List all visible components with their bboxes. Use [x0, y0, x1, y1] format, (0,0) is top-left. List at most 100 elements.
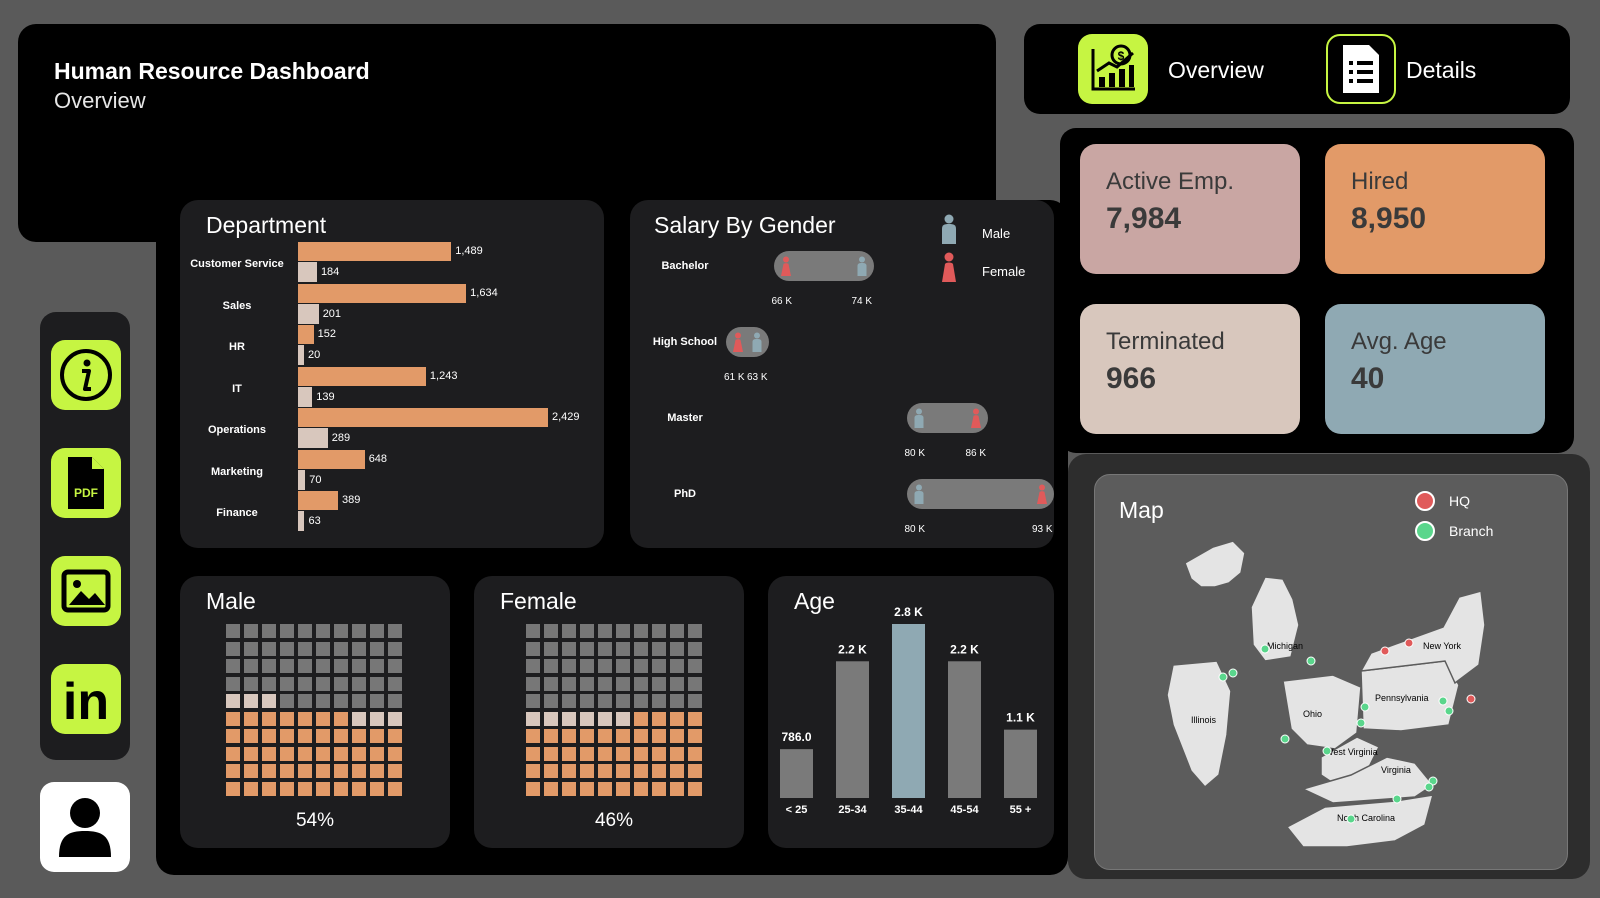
waffle-cell [688, 624, 702, 638]
branch-marker [1360, 702, 1370, 712]
page-subtitle: Overview [54, 88, 146, 113]
department-label: Sales [222, 299, 252, 312]
waffle-cell [298, 781, 312, 796]
waffle-cell [280, 729, 294, 743]
legend-male [940, 214, 958, 249]
terminated-value: 289 [331, 432, 351, 444]
kpi-hired: Hired 8,950 [1325, 144, 1545, 274]
waffle-cell [370, 746, 384, 761]
page-title: Human Resource Dashboard [54, 58, 370, 84]
waffle-cell [688, 746, 702, 761]
chart-dollar-icon[interactable]: $ [1078, 34, 1148, 104]
map-card: Map HQ Branch Michigan New York [1094, 474, 1568, 870]
terminated-value: 63 [308, 515, 321, 527]
waffle-cell [544, 764, 558, 778]
waffle-cell [652, 641, 666, 656]
terminated-bar [298, 303, 319, 324]
pdf-button[interactable]: PDF [51, 448, 121, 518]
waffle-cell [262, 676, 276, 691]
waffle-cell [334, 764, 348, 778]
waffle-cell [370, 694, 384, 708]
salary-high-value: 86 K [965, 448, 987, 459]
waffle-cell [280, 694, 294, 708]
waffle-cell [688, 659, 702, 673]
waffle-cell [352, 676, 366, 691]
salary-title: Salary By Gender [654, 212, 836, 238]
linkedin-button[interactable]: in [51, 664, 121, 734]
nav-details[interactable]: Details [1406, 57, 1477, 83]
department-card: Department Customer Service 1,489 184 Sales… [180, 200, 604, 548]
waffle-cell [670, 659, 684, 673]
waffle-cell [616, 694, 630, 708]
waffle-cell [616, 659, 630, 673]
waffle-cell [616, 624, 630, 638]
age-bar-label: 2.2 K [838, 642, 867, 656]
kpi-value: 8,950 [1351, 202, 1427, 235]
waffle-cell [634, 676, 648, 691]
male-person-icon [913, 408, 925, 433]
age-category-label: 35-44 [894, 804, 923, 816]
salary-low-value: 61 K [724, 372, 745, 383]
kpi-label: Avg. Age [1351, 328, 1447, 355]
hired-value: 648 [368, 452, 388, 465]
waffle-cell [598, 694, 612, 708]
waffle-cell [352, 694, 366, 708]
waffle-cell [280, 746, 294, 761]
waffle-cell [526, 781, 540, 796]
waffle-cell [634, 711, 648, 726]
waffle-cell [634, 624, 648, 638]
branch-marker [1346, 814, 1356, 824]
state-label-west-virginia: West Virginia [1325, 747, 1378, 757]
waffle-cell [652, 676, 666, 691]
waffle-cell [670, 694, 684, 708]
user-button[interactable] [40, 782, 130, 872]
waffle-cell [316, 659, 330, 673]
info-button[interactable] [51, 340, 121, 410]
document-list-icon[interactable] [1326, 34, 1396, 104]
state-label-ohio: Ohio [1303, 709, 1322, 719]
waffle-cell [316, 711, 330, 726]
female-person-icon [942, 252, 956, 282]
waffle-cell [598, 764, 612, 778]
waffle-cell [580, 746, 594, 761]
education-label: PhD [674, 488, 696, 500]
state-label-michigan: Michigan [1267, 641, 1303, 651]
ohio-shape [1282, 674, 1362, 750]
new-york-shape [1359, 590, 1486, 685]
female-person-icon [732, 332, 744, 357]
male-person-icon [856, 256, 868, 281]
waffle-cell [670, 711, 684, 726]
waffle-cell [688, 729, 702, 743]
waffle-cell [388, 624, 402, 638]
image-button[interactable] [51, 556, 121, 626]
waffle-cell [544, 659, 558, 673]
terminated-bar [298, 469, 306, 490]
waffle-cell [352, 781, 366, 796]
age-category-label: 55 + [1010, 804, 1032, 816]
waffle-cell [688, 694, 702, 708]
waffle-cell [388, 764, 402, 778]
waffle-cell [616, 729, 630, 743]
nav-overview[interactable]: Overview [1168, 57, 1264, 83]
waffle-cell [616, 676, 630, 691]
hq-legend-icon [1415, 491, 1435, 511]
salary-card: Salary By Gender Male Female Bachelor 66 … [630, 200, 1054, 548]
svg-text:$: $ [1118, 49, 1125, 63]
waffle-cell [244, 746, 258, 761]
waffle-cell [316, 729, 330, 743]
waffle-cell [316, 641, 330, 656]
branch-marker [1444, 706, 1454, 716]
waffle-cell [298, 746, 312, 761]
legend-female-label: Female [982, 264, 1026, 279]
waffle-cell [298, 729, 312, 743]
waffle-cell [334, 729, 348, 743]
waffle-cell [670, 729, 684, 743]
waffle-cell [652, 659, 666, 673]
branch-marker [1424, 782, 1434, 792]
waffle-cell [580, 781, 594, 796]
waffle-cell [562, 729, 576, 743]
waffle-cell [226, 676, 240, 691]
waffle-cell [316, 746, 330, 761]
waffle-cell [580, 641, 594, 656]
pdf-icon: PDF [68, 457, 104, 509]
